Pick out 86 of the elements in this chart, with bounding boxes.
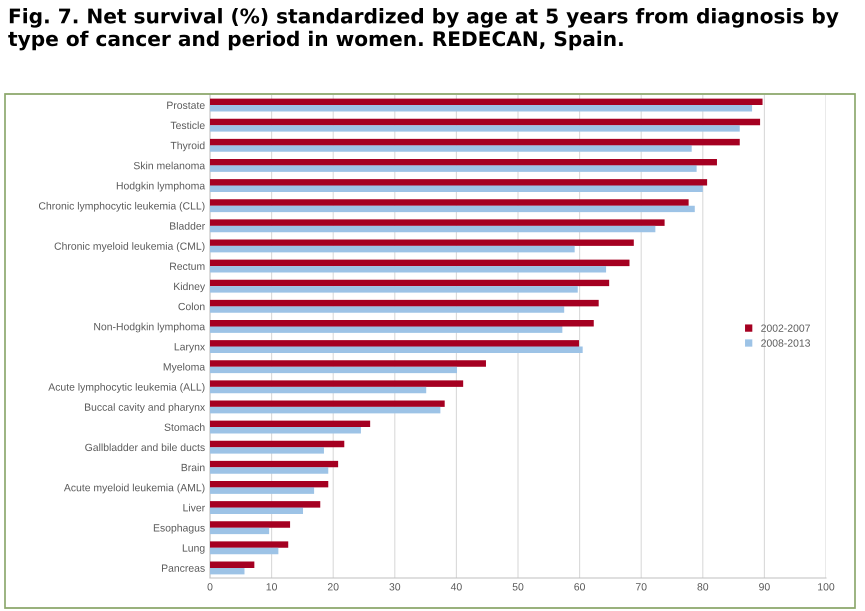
y-tick-label: Rectum <box>170 262 204 270</box>
bar <box>210 300 599 306</box>
bar <box>210 239 634 246</box>
y-tick-label: Liver <box>183 504 205 512</box>
bar <box>210 360 486 367</box>
chart-title: Fig. 7. Net survival (%) standardized by age at 5 years from diagnosis by type of cancer and period in women. REDECAN, Spain. <box>8 8 839 50</box>
bar <box>210 447 324 454</box>
y-tick-label: Gallbladder and bile ducts <box>85 443 205 452</box>
y-tick-label: Colon <box>178 302 204 310</box>
y-tick-label: Acute myeloid leukemia (AML) <box>64 484 204 494</box>
bar <box>210 226 656 232</box>
bar <box>210 480 328 488</box>
x-tick-label: 60 <box>574 583 585 591</box>
bar <box>210 460 338 468</box>
y-tick-label: Lung <box>182 544 204 554</box>
bar <box>210 501 320 508</box>
y-tick-label: Prostate <box>167 102 205 109</box>
y-tick-label: Myeloma <box>164 362 206 373</box>
bar <box>210 179 708 186</box>
y-tick-label: Testicle <box>170 121 205 130</box>
bar <box>210 326 562 333</box>
bar <box>210 406 440 414</box>
bar <box>210 508 304 514</box>
x-tick-label: 50 <box>512 583 524 591</box>
bar <box>210 440 344 448</box>
bar <box>210 266 606 272</box>
bar <box>210 340 579 347</box>
bar <box>210 346 583 353</box>
x-tick-label: 40 <box>450 583 462 591</box>
bar <box>210 380 464 387</box>
bar <box>210 467 328 474</box>
y-tick-label: Stomach <box>164 423 204 431</box>
y-tick-label: Chronic myeloid leukemia (CML) <box>54 242 204 252</box>
y-tick-label: Esophagus <box>154 524 205 534</box>
bar <box>210 158 717 166</box>
y-tick-label: Non-Hodgkin lymphoma <box>94 322 206 332</box>
bar <box>210 427 361 434</box>
y-tick-label: Acute lymphocytic leukemia (ALL) <box>48 383 204 393</box>
bar <box>210 420 370 428</box>
bar <box>210 320 594 326</box>
bar <box>210 105 752 112</box>
bar <box>210 98 763 106</box>
bar <box>210 528 270 534</box>
y-tick-label: Hodgkin lymphoma <box>116 182 206 192</box>
y-tick-label: Buccal cavity and pharynx <box>84 403 206 413</box>
bar <box>210 400 445 407</box>
bar <box>210 260 630 266</box>
x-tick-label: 20 <box>328 583 339 591</box>
bar <box>210 199 689 206</box>
bar <box>210 145 692 152</box>
bar <box>210 386 426 394</box>
x-tick-label: 10 <box>266 583 277 591</box>
bar <box>210 548 278 554</box>
bar <box>210 138 740 146</box>
x-tick-label: 80 <box>697 583 708 591</box>
y-tick-label: Larynx <box>174 343 206 352</box>
bar <box>210 165 697 172</box>
x-tick-label: 0 <box>208 583 212 591</box>
x-tick-label: 100 <box>818 583 834 591</box>
legend-label: 2008-2013 <box>761 339 810 347</box>
bar <box>210 280 610 286</box>
bar <box>210 541 288 548</box>
bar <box>210 118 760 126</box>
bar <box>210 186 703 192</box>
y-tick-label: Brain <box>182 464 204 472</box>
bar <box>210 286 578 293</box>
legend-label: 2002-2007 <box>761 324 810 332</box>
x-tick-label: 90 <box>759 583 770 591</box>
bar <box>210 521 290 528</box>
bar <box>210 125 740 132</box>
y-tick-label: Chronic lymphocytic leukemia (CLL) <box>38 202 204 212</box>
bar <box>210 487 314 494</box>
bar <box>210 219 665 226</box>
y-tick-label: Skin melanoma <box>134 162 206 170</box>
y-tick-label: Kidney <box>174 282 206 292</box>
x-tick-label: 70 <box>636 583 647 591</box>
x-tick-label: 30 <box>389 583 400 591</box>
bar <box>210 306 564 313</box>
bar <box>210 206 695 212</box>
y-tick-label: Bladder <box>170 222 205 230</box>
bar <box>210 561 254 568</box>
bar <box>210 366 458 374</box>
bar <box>210 246 575 252</box>
y-tick-label: Thyroid <box>170 142 204 152</box>
y-tick-label: Pancreas <box>162 564 205 572</box>
bar <box>210 568 244 574</box>
